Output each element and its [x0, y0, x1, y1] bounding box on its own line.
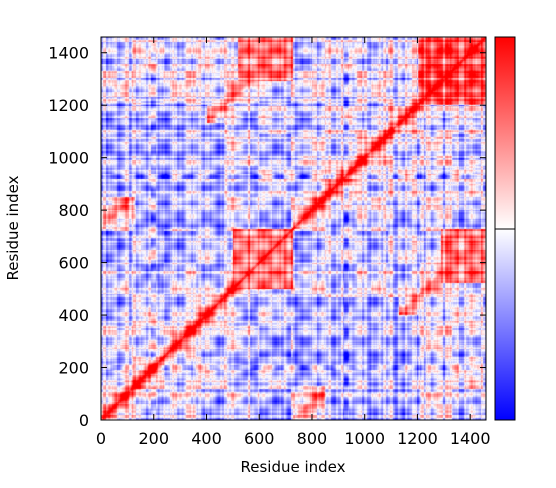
y-tick-label: 1400: [48, 44, 89, 63]
y-axis-title: Residue index: [4, 175, 22, 280]
x-tick-label: 0: [96, 429, 106, 448]
y-tick-label: 200: [58, 359, 89, 378]
y-tick-label: 400: [58, 306, 89, 325]
x-tick-label: 800: [297, 429, 328, 448]
y-axis-ticks: 0 200 400 600 800 1000 1200 1400: [48, 44, 486, 430]
heatmap-plot: [101, 37, 486, 420]
y-tick-label: 1200: [48, 96, 89, 115]
plot-frame: [100, 36, 487, 421]
y-tick-label: 600: [58, 254, 89, 273]
x-tick-label: 200: [138, 429, 169, 448]
x-axis-title: Residue index: [240, 458, 345, 476]
y-tick-label: 0: [79, 411, 89, 430]
x-tick-label: 600: [244, 429, 275, 448]
x-tick-label: 1400: [450, 429, 491, 448]
x-tick-label: 1200: [397, 429, 438, 448]
y-tick-label: 800: [58, 201, 89, 220]
x-axis-ticks: 0 200 400 600 800 1000 1200 1400: [96, 37, 491, 448]
x-tick-label: 400: [191, 429, 222, 448]
x-tick-label: 1000: [344, 429, 385, 448]
y-tick-label: 1000: [48, 149, 89, 168]
